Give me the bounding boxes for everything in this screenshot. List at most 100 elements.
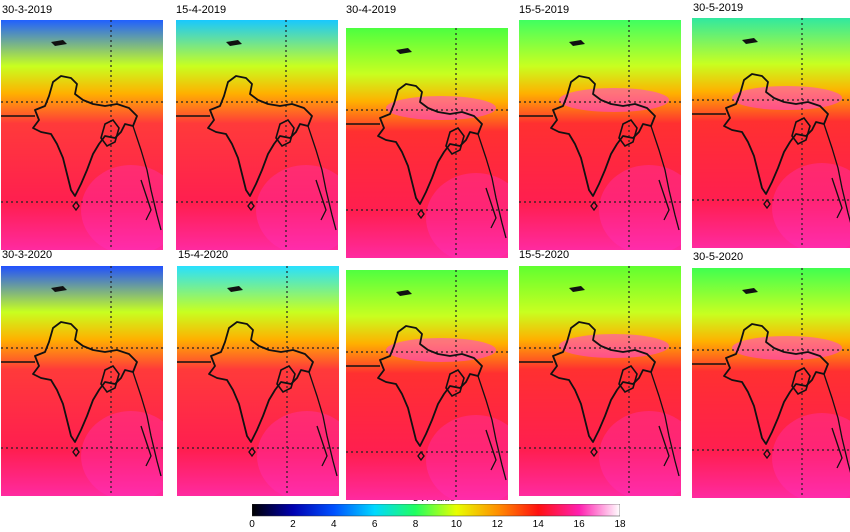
panel-date-label: 30-3-2020: [2, 249, 53, 261]
colorbar-gradient: [252, 504, 620, 517]
colorbar-tick-label: 2: [290, 519, 296, 530]
panel-date-label: 30-5-2020: [693, 251, 744, 263]
uvi-map-panel: [1, 266, 163, 496]
northeast-outline: [100, 364, 120, 394]
coastline: [132, 371, 162, 477]
northeast-outline: [100, 118, 120, 148]
uvi-map: [346, 28, 508, 258]
uvi-hotspot: [772, 413, 850, 498]
coastline: [650, 371, 680, 477]
uvi-map: [346, 270, 508, 500]
coastline: [132, 125, 162, 231]
colorbar-tick-label: 16: [573, 519, 585, 530]
india-outline: [550, 321, 656, 443]
region-marker: [51, 286, 67, 292]
northeast-outline: [791, 366, 811, 396]
uvi-map: [177, 266, 339, 496]
panel-date-label: 15-4-2019: [176, 4, 227, 16]
uvi-field: [692, 18, 850, 248]
uvi-high-band: [386, 96, 496, 120]
panel-date-label: 30-3-2019: [2, 4, 53, 16]
colorbar-tick-label: 0: [249, 519, 255, 530]
sri-lanka-outline: [763, 448, 771, 460]
coastline: [307, 125, 337, 231]
india-outline: [377, 83, 483, 205]
colorbar-tick-label: 4: [330, 519, 337, 530]
uvi-map-panel: [177, 266, 339, 496]
india-outline: [723, 323, 829, 445]
uvi-map: [692, 268, 850, 498]
colorbar-tick-label: 10: [450, 519, 462, 530]
uvi-hotspot: [772, 163, 850, 248]
uvi-map: [519, 266, 681, 496]
colorbar-tick-label: 14: [532, 519, 544, 530]
panel-date-label: 15-5-2019: [519, 4, 570, 16]
northeast-outline: [618, 364, 638, 394]
sri-lanka-outline: [417, 450, 425, 462]
uvi-map: [1, 20, 163, 250]
region-marker: [742, 38, 758, 44]
uvi-map: [692, 18, 850, 248]
coastline: [477, 133, 507, 239]
coastline: [477, 375, 507, 481]
coastline: [823, 373, 850, 474]
uvi-map-panel: [176, 20, 338, 250]
india-outline: [550, 75, 656, 197]
uvi-map: [519, 20, 681, 250]
region-marker: [226, 40, 242, 46]
northeast-outline: [276, 364, 296, 394]
panel-date-label: 30-4-2019: [346, 4, 397, 16]
coastline: [650, 125, 680, 231]
northeast-outline: [275, 118, 295, 148]
sri-lanka-outline: [247, 200, 255, 212]
sri-lanka-outline: [763, 198, 771, 210]
sri-lanka-outline: [72, 446, 80, 458]
sri-lanka-outline: [590, 200, 598, 212]
sri-lanka-outline: [248, 446, 256, 458]
panel-date-label: 30-5-2019: [693, 2, 744, 14]
northeast-outline: [618, 118, 638, 148]
panel-date-label: 15-4-2020: [178, 249, 229, 261]
coastline: [823, 123, 850, 224]
uvi-field: [692, 268, 850, 498]
uvi-map-panel: [346, 270, 508, 500]
india-outline: [207, 75, 313, 197]
region-marker: [396, 48, 412, 54]
coastline: [308, 371, 338, 477]
uvi-map-panel: [346, 28, 508, 258]
region-marker: [227, 286, 243, 292]
region-marker: [396, 290, 412, 296]
northeast-outline: [445, 368, 465, 398]
colorbar-tick-label: 18: [614, 519, 626, 530]
sri-lanka-outline: [417, 208, 425, 220]
uvi-high-band: [732, 86, 842, 110]
uvi-high-band: [559, 334, 669, 358]
uvi-map: [1, 266, 163, 496]
region-marker: [51, 40, 67, 46]
india-outline: [32, 75, 138, 197]
sri-lanka-outline: [590, 446, 598, 458]
india-outline: [723, 73, 829, 195]
uvi-map-panel: [692, 18, 850, 248]
northeast-outline: [445, 126, 465, 156]
india-outline: [208, 321, 314, 443]
colorbar-tick-label: 12: [491, 519, 503, 530]
colorbar: [252, 504, 620, 517]
uvi-high-band: [732, 336, 842, 360]
colorbar-tick-label: 8: [412, 519, 419, 530]
uvi-map-panel: [519, 20, 681, 250]
region-marker: [742, 288, 758, 294]
uvi-map-panel: [692, 268, 850, 498]
uvi-high-band: [559, 88, 669, 112]
india-outline: [32, 321, 138, 443]
uvi-map: [176, 20, 338, 250]
region-marker: [569, 40, 585, 46]
sri-lanka-outline: [72, 200, 80, 212]
india-outline: [377, 325, 483, 447]
colorbar-tick-label: 6: [371, 519, 378, 530]
northeast-outline: [791, 116, 811, 146]
region-marker: [569, 286, 585, 292]
panel-date-label: 15-5-2020: [519, 249, 570, 261]
uvi-map-panel: [519, 266, 681, 496]
